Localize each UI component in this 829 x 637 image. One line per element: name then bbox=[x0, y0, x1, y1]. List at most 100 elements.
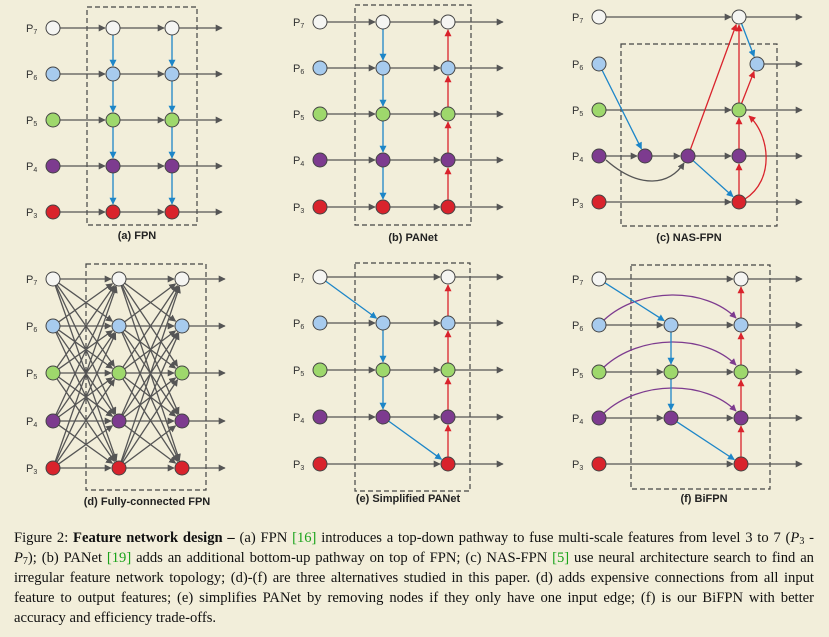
red-edge bbox=[740, 70, 756, 104]
node-p3 bbox=[591, 194, 607, 210]
math-symbol: P bbox=[790, 530, 800, 546]
node-p7 bbox=[174, 271, 190, 287]
red-curve-edge bbox=[744, 115, 767, 200]
node-p3 bbox=[45, 204, 61, 220]
purple-curve-edge bbox=[603, 341, 737, 368]
node-p7 bbox=[375, 14, 391, 30]
caption-text: (a) FPN bbox=[234, 530, 293, 546]
node-p7 bbox=[105, 20, 121, 36]
panel-title: (f) BiFPN bbox=[680, 493, 727, 505]
red-edge bbox=[689, 23, 738, 150]
gray-edge bbox=[124, 425, 177, 465]
level-label: P6 bbox=[293, 63, 304, 76]
dashed-frame bbox=[86, 6, 198, 226]
panel-title: (c) NAS-FPN bbox=[656, 232, 721, 244]
node-p3 bbox=[105, 204, 121, 220]
level-label: P3 bbox=[293, 459, 304, 472]
level-label: P6 bbox=[26, 321, 37, 334]
level-label: P5 bbox=[572, 105, 583, 118]
blue-edge bbox=[604, 282, 665, 322]
node-p6 bbox=[45, 318, 61, 334]
level-sub: 3 bbox=[33, 213, 37, 220]
node-p4 bbox=[637, 148, 653, 164]
level-label: P3 bbox=[293, 202, 304, 215]
gray-edge bbox=[121, 332, 180, 462]
node-p4 bbox=[111, 413, 127, 429]
caption-text: - bbox=[804, 530, 814, 546]
node-p5 bbox=[164, 112, 180, 128]
node-p4 bbox=[663, 410, 679, 426]
level-label: P3 bbox=[572, 197, 583, 210]
level-label: P4 bbox=[26, 416, 37, 429]
level-sub: 3 bbox=[300, 208, 304, 215]
node-p7 bbox=[591, 9, 607, 25]
node-p3 bbox=[111, 460, 127, 476]
citation-ref: [19] bbox=[106, 550, 132, 566]
level-sub: 6 bbox=[300, 69, 304, 76]
level-label: P4 bbox=[293, 155, 304, 168]
level-sub: 4 bbox=[300, 418, 304, 425]
dashed-frame bbox=[354, 262, 471, 492]
blue-edge bbox=[601, 69, 643, 150]
node-p3 bbox=[312, 456, 328, 472]
node-p5 bbox=[111, 365, 127, 381]
node-p5 bbox=[731, 102, 747, 118]
math-subscript: 7 bbox=[22, 556, 28, 567]
node-p5 bbox=[591, 364, 607, 380]
math-symbol: P bbox=[14, 550, 23, 566]
blue-edge bbox=[740, 23, 756, 58]
node-p5 bbox=[375, 106, 391, 122]
node-p6 bbox=[440, 315, 456, 331]
level-sub: 7 bbox=[300, 23, 304, 30]
level-label: P3 bbox=[572, 459, 583, 472]
node-p3 bbox=[375, 199, 391, 215]
node-p6 bbox=[591, 317, 607, 333]
level-label: P3 bbox=[26, 463, 37, 476]
level-label: P5 bbox=[293, 365, 304, 378]
gray-edge bbox=[122, 285, 179, 368]
node-p4 bbox=[375, 152, 391, 168]
node-p6 bbox=[440, 60, 456, 76]
caption-text: adds an additional bottom-up pathway on … bbox=[131, 550, 553, 566]
node-p5 bbox=[174, 365, 190, 381]
dashed-frame bbox=[354, 4, 472, 226]
gray-edge bbox=[58, 425, 114, 465]
figure-caption: Figure 2: Feature network design – (a) F… bbox=[14, 528, 814, 628]
level-sub: 4 bbox=[300, 161, 304, 168]
level-sub: 6 bbox=[579, 65, 583, 72]
level-label: P5 bbox=[26, 368, 37, 381]
gray-edge bbox=[124, 283, 177, 323]
node-p5 bbox=[312, 106, 328, 122]
node-p6 bbox=[375, 60, 391, 76]
blue-edge bbox=[676, 421, 735, 461]
level-sub: 6 bbox=[579, 326, 583, 333]
blue-edge bbox=[388, 420, 443, 460]
node-p4 bbox=[105, 158, 121, 174]
level-label: P7 bbox=[26, 274, 37, 287]
node-p3 bbox=[174, 460, 190, 476]
node-p7 bbox=[164, 20, 180, 36]
panel-title: (d) Fully-connected FPN bbox=[84, 496, 211, 508]
node-p5 bbox=[45, 112, 61, 128]
level-sub: 3 bbox=[33, 469, 37, 476]
node-p6 bbox=[591, 56, 607, 72]
dashed-frame bbox=[630, 264, 771, 490]
level-sub: 7 bbox=[300, 278, 304, 285]
node-p3 bbox=[733, 456, 749, 472]
level-label: P6 bbox=[293, 318, 304, 331]
node-p3 bbox=[440, 199, 456, 215]
blue-edge bbox=[325, 280, 378, 319]
node-p4 bbox=[731, 148, 747, 164]
node-p5 bbox=[375, 362, 391, 378]
level-label: P6 bbox=[572, 320, 583, 333]
level-label: P3 bbox=[26, 207, 37, 220]
level-label: P7 bbox=[293, 17, 304, 30]
gray-edge bbox=[121, 285, 180, 415]
gray-edge bbox=[120, 285, 181, 462]
node-p7 bbox=[440, 269, 456, 285]
node-p7 bbox=[312, 14, 328, 30]
node-p5 bbox=[45, 365, 61, 381]
purple-curve-edge bbox=[603, 294, 737, 321]
node-p4 bbox=[45, 158, 61, 174]
node-p6 bbox=[375, 315, 391, 331]
